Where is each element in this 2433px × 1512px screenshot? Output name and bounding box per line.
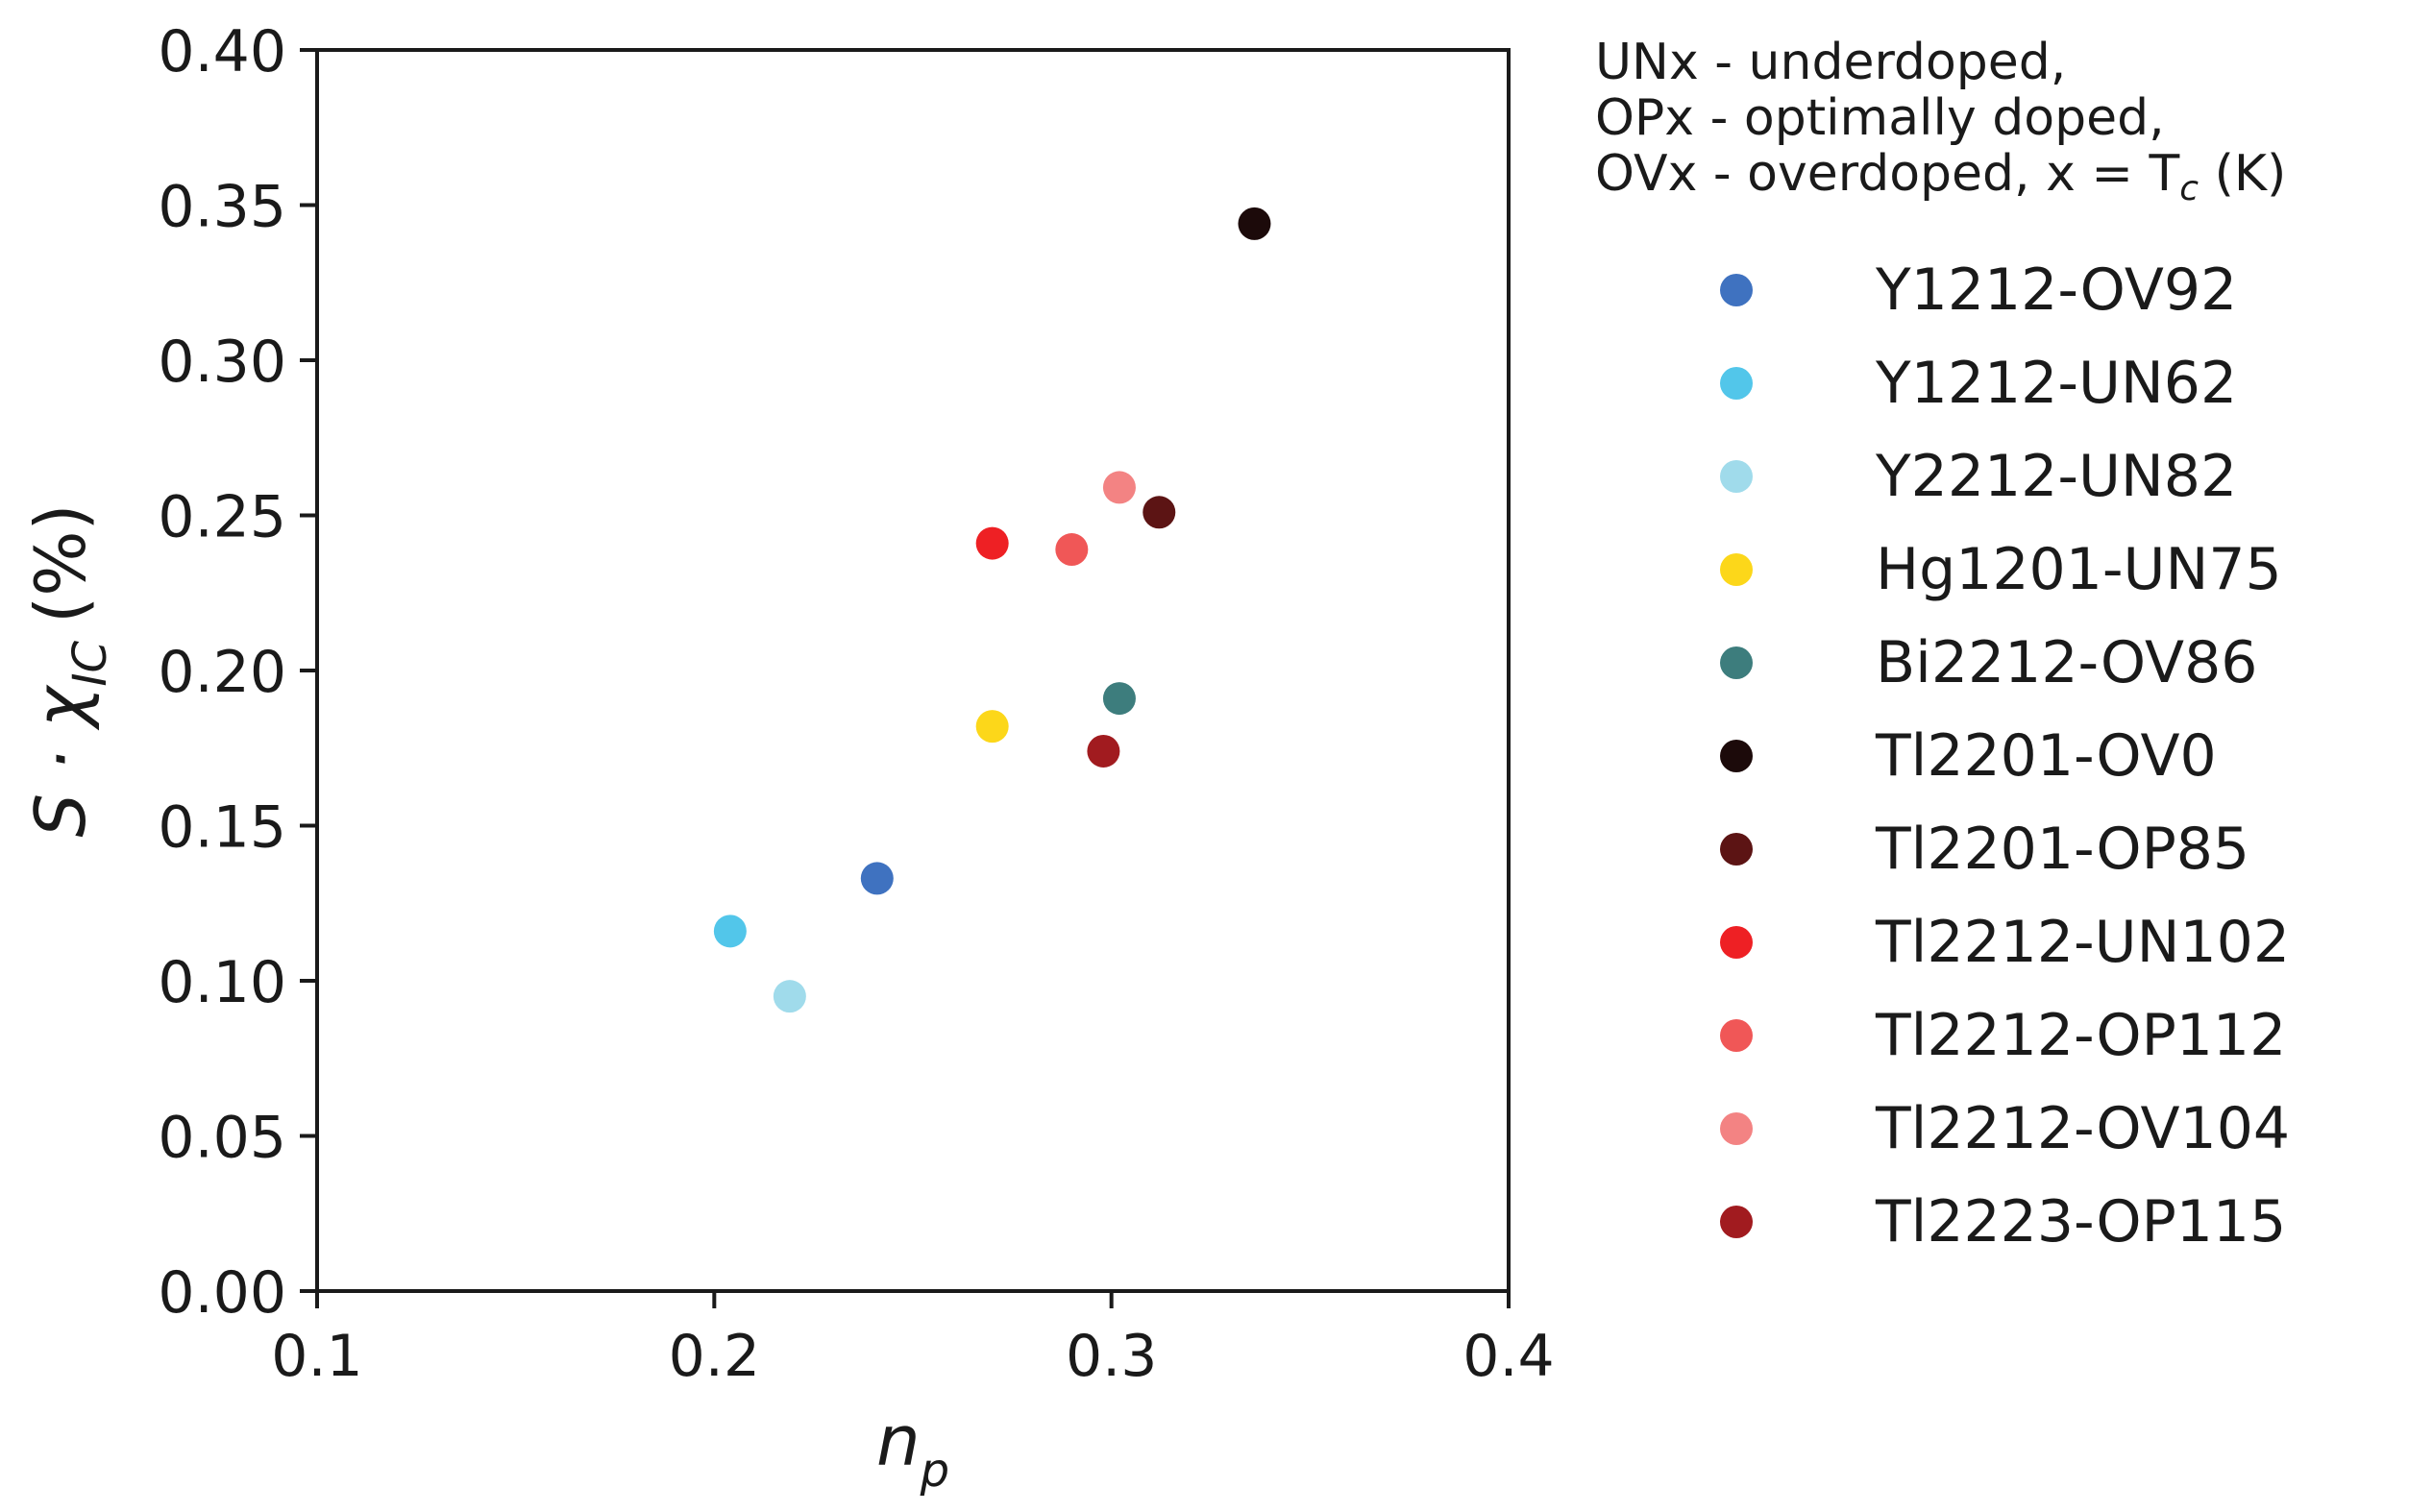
data-point bbox=[1238, 207, 1271, 240]
legend-label: Tl2212-OP112 bbox=[1876, 1002, 2287, 1069]
legend-label: Tl2201-OP85 bbox=[1876, 816, 2250, 883]
y-axis-label: S · χIC (%) bbox=[20, 503, 117, 837]
x-tick-label: 0.1 bbox=[271, 1323, 362, 1390]
y-tick-label: 0.35 bbox=[158, 174, 286, 241]
legend-label: Tl2201-OV0 bbox=[1876, 722, 2217, 790]
y-label-suffix: (%) bbox=[20, 503, 101, 623]
x-label-sub: p bbox=[920, 1444, 949, 1498]
data-points bbox=[713, 207, 1271, 1013]
legend-label: Hg1201-UN75 bbox=[1876, 536, 2282, 603]
legend-swatch-icon bbox=[1720, 460, 1753, 493]
legend-entry: Bi2212-OV86 bbox=[1720, 629, 2257, 696]
x-tick-label: 0.4 bbox=[1462, 1323, 1554, 1390]
x-label-main: n bbox=[876, 1401, 921, 1481]
legend-swatch-icon bbox=[1720, 1019, 1753, 1052]
legend-entry: Hg1201-UN75 bbox=[1720, 536, 2282, 603]
data-point bbox=[975, 710, 1009, 744]
plot-frame bbox=[315, 48, 1511, 1293]
legend-swatch-icon bbox=[1720, 740, 1753, 772]
legend-label: Tl2212-UN102 bbox=[1876, 909, 2290, 976]
legend-note-line-3-suffix: (K) bbox=[2199, 145, 2287, 203]
legend-label: Y1212-UN62 bbox=[1876, 350, 2238, 417]
data-point bbox=[773, 980, 806, 1013]
y-tick-label: 0.20 bbox=[158, 639, 286, 706]
legend-entry: Tl2201-OV0 bbox=[1720, 722, 2217, 790]
data-point bbox=[713, 915, 747, 948]
data-point bbox=[1102, 682, 1136, 716]
y-tick-label: 0.10 bbox=[158, 949, 286, 1016]
legend-note-line-3-prefix: OVx - overdoped, x = T bbox=[1595, 145, 2180, 203]
legend-label: Tl2212-OV104 bbox=[1876, 1095, 2291, 1162]
data-point bbox=[1143, 496, 1176, 529]
data-point bbox=[860, 862, 894, 895]
y-tick-label: 0.05 bbox=[158, 1105, 286, 1172]
y-label-main: S · χ bbox=[20, 684, 101, 837]
legend-note-line-3-sub: c bbox=[2179, 169, 2200, 208]
y-tick-label: 0.25 bbox=[158, 484, 286, 551]
y-tick-label: 0.00 bbox=[158, 1259, 286, 1327]
y-tick-label: 0.15 bbox=[158, 794, 286, 862]
legend-note-line-1: UNx - underdoped, bbox=[1595, 34, 2067, 91]
legend-entry: Tl2201-OP85 bbox=[1720, 816, 2249, 883]
legend-swatch-icon bbox=[1720, 646, 1753, 679]
legend-label: Y1212-OV92 bbox=[1876, 256, 2238, 324]
legend-entry: Y2212-UN82 bbox=[1720, 443, 2237, 510]
data-point bbox=[975, 526, 1009, 560]
legend-label: Tl2223-OP115 bbox=[1876, 1188, 2287, 1256]
x-axis-label: np bbox=[876, 1401, 949, 1498]
data-point bbox=[1087, 734, 1120, 768]
legend-entry: Y1212-OV92 bbox=[1720, 256, 2237, 324]
data-point bbox=[1102, 471, 1136, 504]
x-tick-label: 0.3 bbox=[1066, 1323, 1157, 1390]
legend-entry: Tl2212-OP112 bbox=[1720, 1002, 2286, 1069]
data-point bbox=[1055, 533, 1089, 567]
legend-entry: Y1212-UN62 bbox=[1720, 350, 2237, 417]
legend-swatch-icon bbox=[1720, 367, 1753, 400]
legend-label: Bi2212-OV86 bbox=[1876, 629, 2258, 696]
legend-entry: Tl2212-UN102 bbox=[1720, 909, 2290, 976]
legend-swatch-icon bbox=[1720, 926, 1753, 959]
legend-note: UNx - underdoped, OPx - optimally doped,… bbox=[1595, 35, 2286, 217]
legend-swatch-icon bbox=[1720, 1206, 1753, 1238]
legend-swatch-icon bbox=[1720, 833, 1753, 866]
y-label-sub: IC bbox=[63, 640, 117, 686]
legend-swatch-icon bbox=[1720, 1112, 1753, 1145]
legend-label: Y2212-UN82 bbox=[1876, 443, 2238, 510]
legend-entry: Tl2212-OV104 bbox=[1720, 1095, 2290, 1162]
legend-note-line-2: OPx - optimally doped, bbox=[1595, 89, 2165, 147]
legend-swatch-icon bbox=[1720, 274, 1753, 306]
legend-swatch-icon bbox=[1720, 553, 1753, 586]
y-axis-ticks: 0.00 0.05 0.10 0.15 0.20 0.25 0.30 0.35 0.40 bbox=[158, 18, 317, 1327]
y-tick-label: 0.40 bbox=[158, 18, 286, 85]
y-tick-label: 0.30 bbox=[158, 329, 286, 396]
x-axis-ticks: 0.1 0.2 0.3 0.4 bbox=[271, 1291, 1555, 1390]
legend-note-line-3: OVx - overdoped, x = Tc (K) bbox=[1595, 146, 2286, 217]
legend-entry: Tl2223-OP115 bbox=[1720, 1188, 2286, 1256]
x-tick-label: 0.2 bbox=[669, 1323, 760, 1390]
